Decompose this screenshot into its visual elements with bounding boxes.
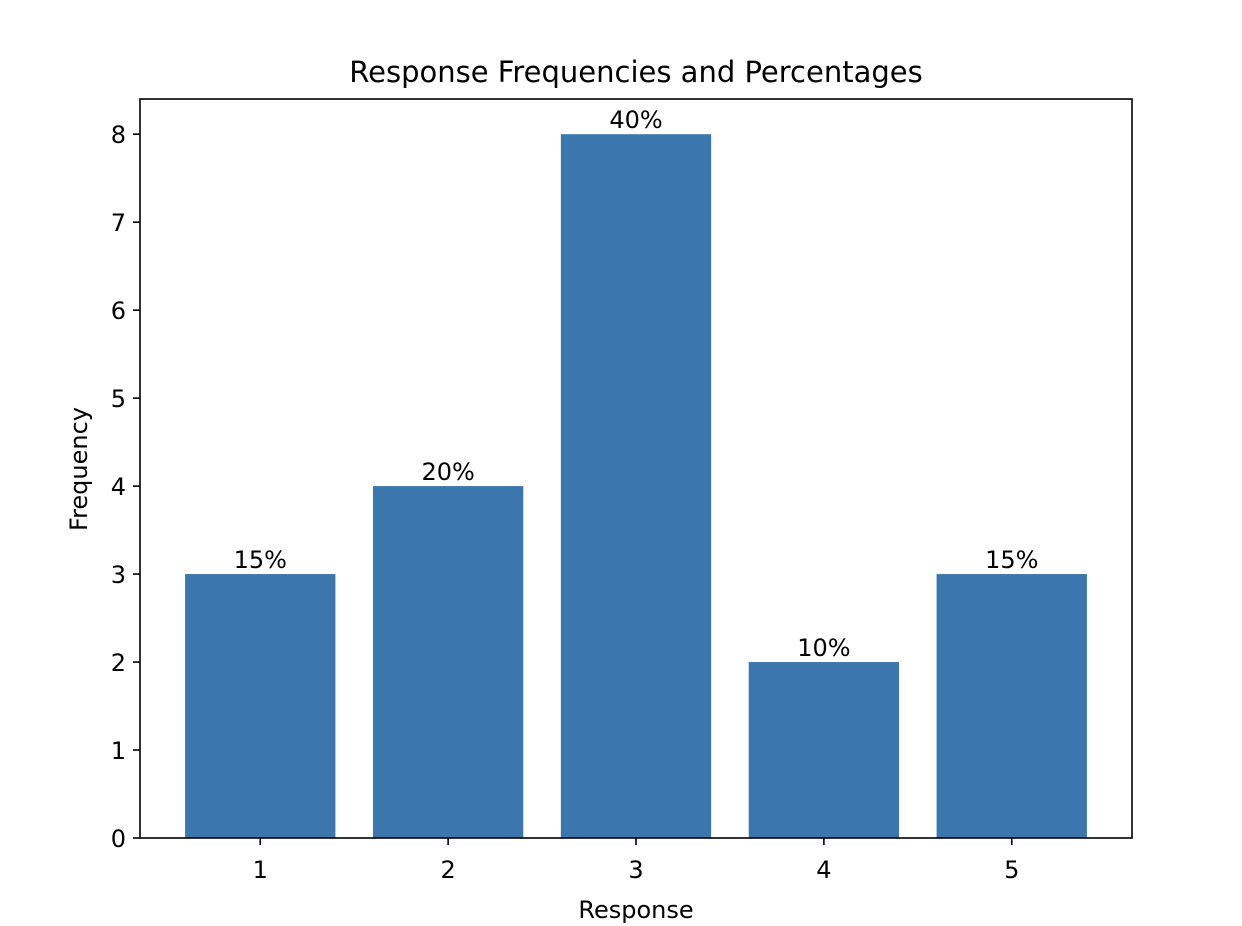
bar-1 <box>185 574 336 838</box>
y-tick-label-6: 6 <box>111 297 126 325</box>
y-tick-label-7: 7 <box>111 209 126 237</box>
y-tick-label-0: 0 <box>111 825 126 853</box>
x-tick-label-4: 4 <box>816 856 831 884</box>
x-tick-label-3: 3 <box>628 856 643 884</box>
bars-group <box>185 134 1087 838</box>
bar-data-label-1: 15% <box>234 546 287 574</box>
bar-data-label-4: 10% <box>797 634 850 662</box>
chart-title: Response Frequencies and Percentages <box>349 55 922 89</box>
x-tick-label-5: 5 <box>1004 856 1019 884</box>
y-tick-label-2: 2 <box>111 649 126 677</box>
bar-data-label-2: 20% <box>421 458 474 486</box>
y-tick-label-4: 4 <box>111 473 126 501</box>
bar-labels-group: 15% 20% 40% 10% 15% <box>234 106 1039 662</box>
plot-frame <box>139 98 1133 839</box>
y-tick-label-3: 3 <box>111 561 126 589</box>
y-axis-label: Frequency <box>65 407 93 531</box>
bar-3 <box>560 134 712 838</box>
bar-4 <box>748 662 900 838</box>
bar-data-label-3: 40% <box>609 106 662 134</box>
y-tick-label-5: 5 <box>111 385 126 413</box>
x-axis: 1 2 3 4 5 <box>253 838 1019 884</box>
bar-data-label-5: 15% <box>985 546 1038 574</box>
bar-5 <box>936 574 1087 838</box>
x-axis-label: Response <box>578 896 693 924</box>
x-tick-label-2: 2 <box>440 856 455 884</box>
y-tick-label-1: 1 <box>111 737 126 765</box>
bar-2 <box>372 486 524 838</box>
y-axis: 0 1 2 3 4 5 6 7 8 <box>111 121 140 853</box>
x-tick-label-1: 1 <box>253 856 268 884</box>
y-tick-label-8: 8 <box>111 121 126 149</box>
